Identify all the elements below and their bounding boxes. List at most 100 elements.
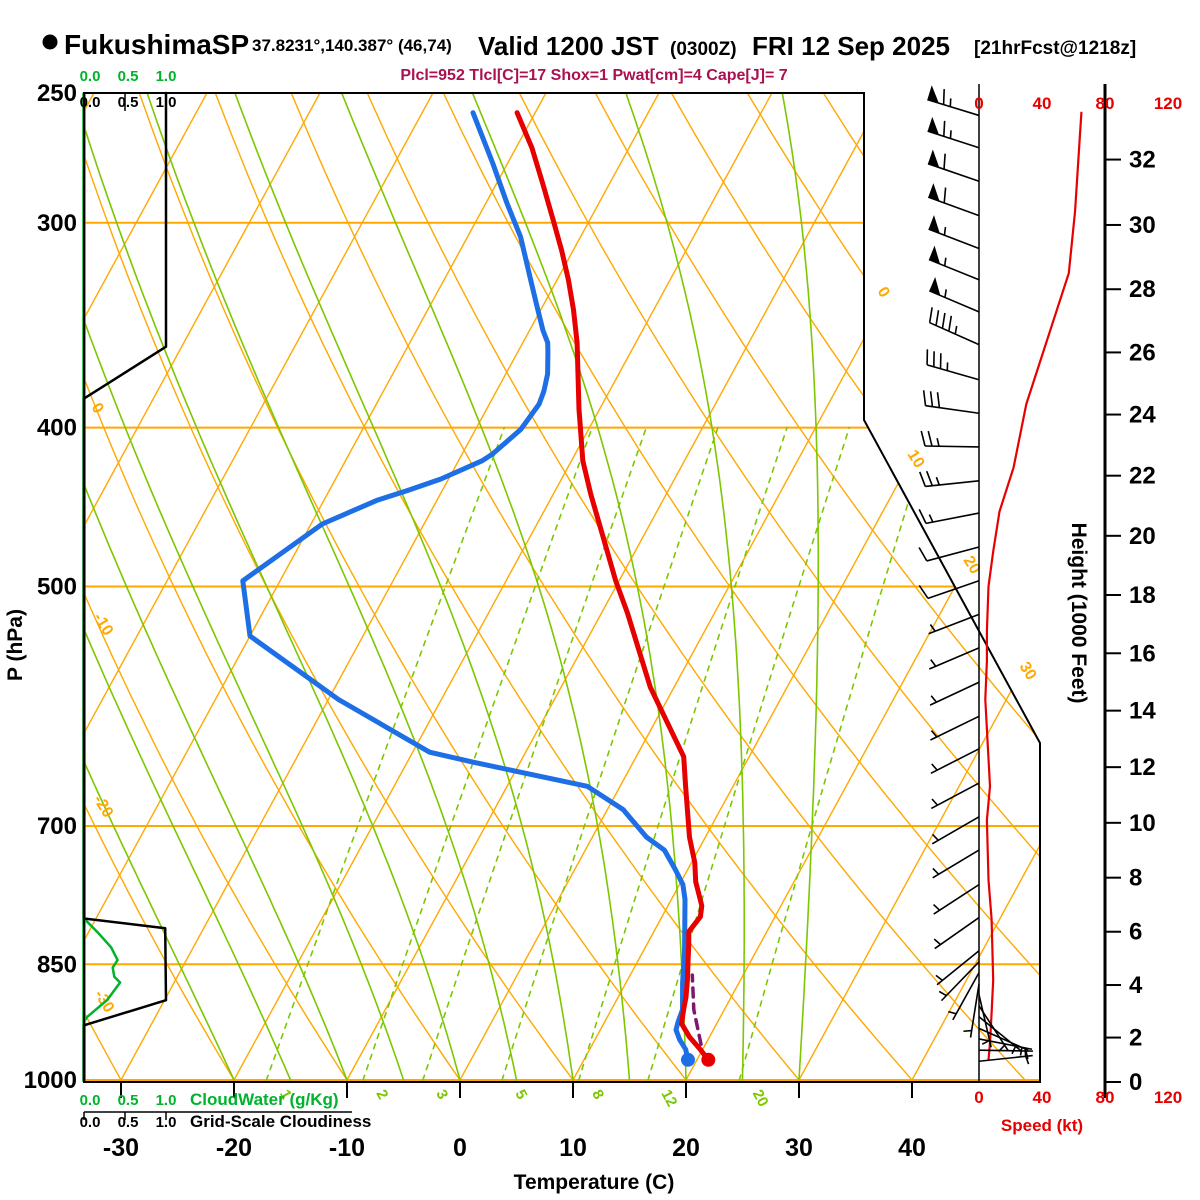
wind-barb — [978, 1049, 1034, 1060]
height-tick-label: 0 — [1129, 1069, 1142, 1096]
wind-barb — [927, 183, 980, 217]
wind-barb — [938, 961, 980, 1002]
wind-barb — [963, 983, 980, 1038]
speed-tick-label: 40 — [1033, 1088, 1052, 1107]
cloudwater-scale-tick: 0.5 — [118, 68, 139, 85]
wind-barb — [931, 816, 980, 845]
cloudiness-scale-tick: 0.5 — [118, 94, 139, 111]
pressure-tick-label: 850 — [37, 951, 77, 978]
cloudiness-scale-tick: 0.5 — [118, 1114, 139, 1131]
cloudwater-scale-tick: 1.0 — [156, 68, 177, 85]
wind-barb — [930, 748, 980, 775]
speed-tick-label: 120 — [1154, 94, 1182, 113]
wind-barb — [978, 1054, 1033, 1065]
valid-time: Valid 1200 JST — [478, 31, 659, 61]
temperature-tick-label: -30 — [103, 1134, 139, 1162]
valid-zulu: (0300Z) — [670, 39, 737, 60]
isotherm-label: 30 — [1016, 659, 1040, 683]
surface-temperature-dot — [701, 1052, 716, 1067]
wind-barb — [919, 470, 980, 488]
speed-tick-label: 40 — [1033, 94, 1052, 113]
speed-tick-label: 80 — [1096, 94, 1115, 113]
mixing-ratio-label: 20 — [749, 1087, 772, 1110]
height-tick-label: 22 — [1129, 463, 1156, 490]
plot-border — [83, 92, 1041, 1083]
cloudwater-scale-title: CloudWater (g/Kg) — [190, 1090, 339, 1109]
speed-tick-label: 80 — [1096, 1088, 1115, 1107]
speed-tick-label: 0 — [974, 1088, 983, 1107]
wind-barb — [978, 1038, 1033, 1057]
height-tick-label: 2 — [1129, 1025, 1142, 1052]
wind-barb — [930, 715, 980, 741]
height-tick-label: 24 — [1129, 402, 1156, 429]
station-name: FukushimaSP — [64, 29, 249, 60]
height-tick-label: 26 — [1129, 339, 1156, 366]
height-tick-label: 20 — [1129, 523, 1156, 550]
wind-barb — [918, 546, 980, 562]
wind-barb — [928, 277, 980, 313]
height-tick-label: 4 — [1129, 972, 1143, 999]
height-tick-label: 30 — [1129, 212, 1156, 239]
wind-barb — [928, 647, 980, 670]
cloudwater-scale-tick: 1.0 — [156, 1092, 177, 1109]
pressure-tick-label: 400 — [37, 415, 77, 442]
speed-axis-title: Speed (kt) — [1001, 1116, 1083, 1135]
temperature-curve — [514, 110, 716, 1067]
wind-barb — [935, 950, 980, 986]
height-tick-label: 16 — [1129, 640, 1156, 667]
pressure-tick-label: 500 — [37, 574, 77, 601]
wind-barb — [933, 883, 980, 915]
height-tick-label: 12 — [1129, 754, 1156, 781]
temperature-axis: -30 -20 -10 0 10 20 30 40 — [103, 1082, 926, 1162]
wind-speed-profile — [984, 111, 1083, 1061]
height-tick-label: 10 — [1129, 810, 1156, 837]
wind-barb — [929, 681, 980, 706]
cloudiness-scale-tick: 0.0 — [80, 94, 101, 111]
cloudiness-scale-title: Grid-Scale Cloudiness — [190, 1112, 371, 1131]
height-tick-label: 8 — [1129, 865, 1142, 892]
pressure-axis: 250 300 400 500 700 850 1000 — [24, 80, 77, 1094]
pressure-tick-label: 250 — [37, 80, 77, 107]
temperature-tick-label: -10 — [329, 1134, 365, 1162]
wind-barb — [928, 215, 980, 250]
height-tick-label: 6 — [1129, 919, 1142, 946]
temperature-tick-label: 10 — [559, 1134, 587, 1162]
wind-barb — [930, 782, 980, 810]
height-tick-label: 18 — [1129, 582, 1156, 609]
speed-tick-label: 0 — [974, 94, 983, 113]
parcel-path — [690, 973, 703, 1046]
wind-barb — [927, 116, 980, 149]
wind-barb — [927, 149, 980, 183]
valid-date: FRI 12 Sep 2025 — [752, 31, 950, 61]
cloudwater-scale-tick: 0.5 — [118, 1092, 139, 1109]
wind-barb — [918, 580, 980, 600]
temperature-tick-label: 0 — [453, 1134, 467, 1162]
pressure-axis-title: P (hPa) — [4, 609, 27, 681]
station-coords: 37.8231°,140.387° (46,74) — [252, 36, 452, 55]
wind-barbs — [918, 85, 1034, 1065]
height-tick-label: 14 — [1129, 698, 1156, 725]
wind-barb — [928, 245, 980, 281]
temperature-tick-label: -20 — [216, 1134, 252, 1162]
isotherm-label: 10 — [904, 447, 928, 471]
wind-barb — [928, 613, 980, 635]
wind-barb — [948, 972, 980, 1021]
pressure-tick-label: 700 — [37, 813, 77, 840]
temperature-tick-label: 30 — [785, 1134, 813, 1162]
cloudiness-scale-tick: 1.0 — [156, 1114, 177, 1131]
temperature-tick-label: 40 — [898, 1134, 926, 1162]
wind-barb — [922, 390, 980, 415]
mixing-ratio-label: 12 — [658, 1087, 681, 1110]
height-axis-title: Height (1000 Feet) — [1067, 523, 1090, 704]
wind-barb — [926, 349, 980, 381]
wind-barb — [933, 916, 980, 950]
isotherm-label: 20 — [960, 553, 984, 577]
surface-dewpoint-dot — [680, 1052, 695, 1067]
temperature-tick-label: 20 — [672, 1134, 700, 1162]
wind-barb — [918, 509, 980, 525]
cloudwater-scale-tick: 0.0 — [80, 68, 101, 85]
dewpoint-curve — [240, 110, 695, 1067]
